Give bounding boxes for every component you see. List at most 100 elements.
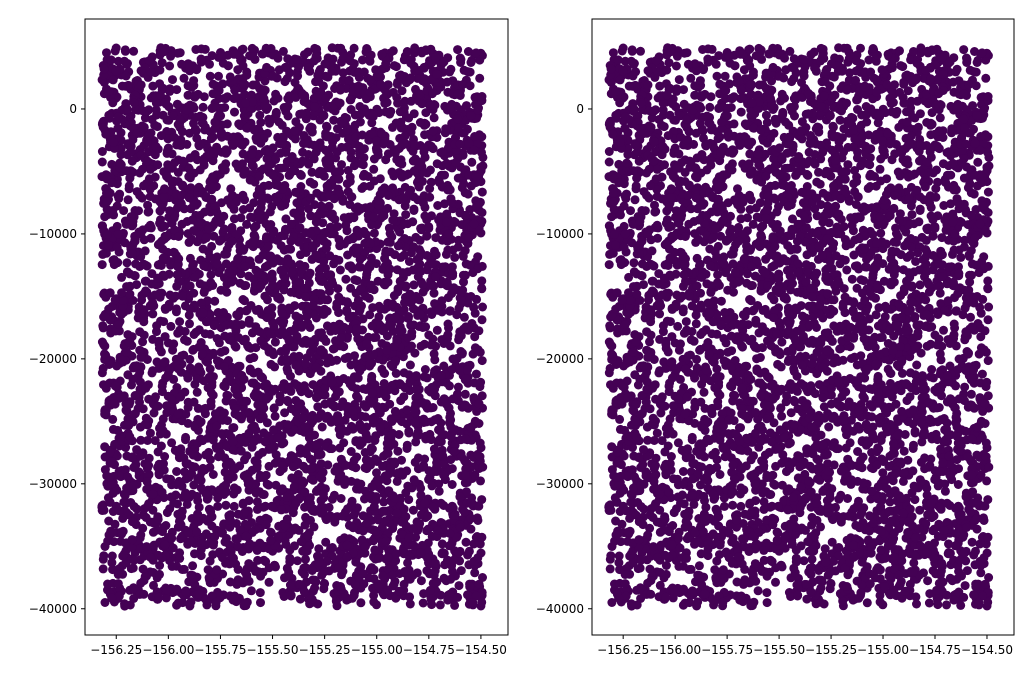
scatter-point xyxy=(305,434,314,443)
scatter-point xyxy=(153,463,162,472)
scatter-point xyxy=(308,128,317,137)
scatter-point xyxy=(164,303,173,312)
scatter-point xyxy=(124,141,133,150)
scatter-point xyxy=(269,425,278,434)
scatter-point xyxy=(256,206,265,215)
scatter-point xyxy=(217,128,226,137)
scatter-point xyxy=(193,375,202,384)
scatter-point xyxy=(300,587,309,596)
scatter-point xyxy=(267,360,276,369)
scatter-point xyxy=(347,192,356,201)
scatter-point xyxy=(272,109,281,118)
scatter-point xyxy=(264,161,273,170)
scatter-point xyxy=(221,501,230,510)
scatter-point xyxy=(198,349,207,358)
scatter-point xyxy=(466,111,475,120)
scatter-point xyxy=(447,197,456,206)
scatter-point xyxy=(160,184,169,193)
scatter-point xyxy=(373,515,382,524)
scatter-point xyxy=(197,55,206,64)
scatter-point xyxy=(329,345,338,354)
scatter-point xyxy=(104,87,113,96)
scatter-point xyxy=(319,490,328,499)
scatter-point xyxy=(420,212,429,221)
scatter-point xyxy=(443,278,452,287)
scatter-point xyxy=(439,339,448,348)
scatter-point xyxy=(352,133,361,142)
scatter-point xyxy=(230,108,239,117)
scatter-point xyxy=(391,407,400,416)
scatter-point xyxy=(234,333,243,342)
scatter-point xyxy=(302,545,311,554)
scatter-point xyxy=(432,70,441,79)
scatter-point xyxy=(457,296,466,305)
scatter-point xyxy=(455,327,464,336)
scatter-point xyxy=(412,385,421,394)
scatter-point xyxy=(111,520,120,529)
scatter-point xyxy=(111,295,120,304)
scatter-point xyxy=(436,600,445,609)
scatter-point xyxy=(230,86,239,95)
scatter-point xyxy=(127,381,136,390)
scatter-point xyxy=(286,288,295,297)
scatter-point xyxy=(455,304,464,313)
scatter-point xyxy=(319,111,328,120)
scatter-point xyxy=(428,259,437,268)
scatter-point xyxy=(448,502,457,511)
scatter-point xyxy=(378,507,387,516)
scatter-point xyxy=(439,58,448,67)
scatter-point xyxy=(206,72,215,81)
scatter-point xyxy=(444,403,453,412)
scatter-point xyxy=(289,462,298,471)
scatter-point xyxy=(230,214,239,223)
scatter-point xyxy=(309,180,318,189)
scatter-point xyxy=(422,526,431,535)
scatter-point xyxy=(161,98,170,107)
scatter-point xyxy=(466,498,475,507)
scatter-point xyxy=(242,71,251,80)
scatter-point xyxy=(433,201,442,210)
scatter-point xyxy=(252,489,261,498)
scatter-point xyxy=(109,138,118,147)
scatter-point xyxy=(362,44,371,53)
scatter-point xyxy=(265,563,274,572)
scatter-point xyxy=(359,182,368,191)
scatter-point xyxy=(207,134,216,143)
scatter-point xyxy=(417,342,426,351)
scatter-point xyxy=(188,561,197,570)
scatter-point xyxy=(104,493,113,502)
scatter-point xyxy=(467,423,476,432)
scatter-point xyxy=(166,52,175,61)
scatter-point xyxy=(306,230,315,239)
scatter-point xyxy=(410,542,419,551)
scatter-point xyxy=(209,470,218,479)
scatter-point xyxy=(185,355,194,364)
scatter-point xyxy=(431,559,440,568)
scatter-point xyxy=(462,538,471,547)
scatter-point xyxy=(157,131,166,140)
scatter-point xyxy=(335,425,344,434)
scatter-point xyxy=(310,56,319,65)
scatter-point xyxy=(473,553,482,562)
scatter-point xyxy=(217,348,226,357)
scatter-point xyxy=(99,555,108,564)
scatter-point xyxy=(281,63,290,72)
scatter-point xyxy=(424,224,433,233)
scatter-point xyxy=(192,113,201,122)
scatter-point xyxy=(177,191,186,200)
scatter-point xyxy=(265,462,274,471)
scatter-point xyxy=(293,212,302,221)
scatter-point xyxy=(404,552,413,561)
scatter-point xyxy=(229,437,238,446)
scatter-point xyxy=(250,422,259,431)
scatter-point xyxy=(186,537,195,546)
scatter-point xyxy=(426,586,435,595)
scatter-point xyxy=(98,260,107,269)
scatter-point xyxy=(310,102,319,111)
scatter-point xyxy=(140,123,149,132)
scatter-point xyxy=(453,114,462,123)
scatter-point xyxy=(253,556,262,565)
scatter-point xyxy=(384,191,393,200)
scatter-point xyxy=(209,148,218,157)
scatter-point xyxy=(100,64,109,73)
